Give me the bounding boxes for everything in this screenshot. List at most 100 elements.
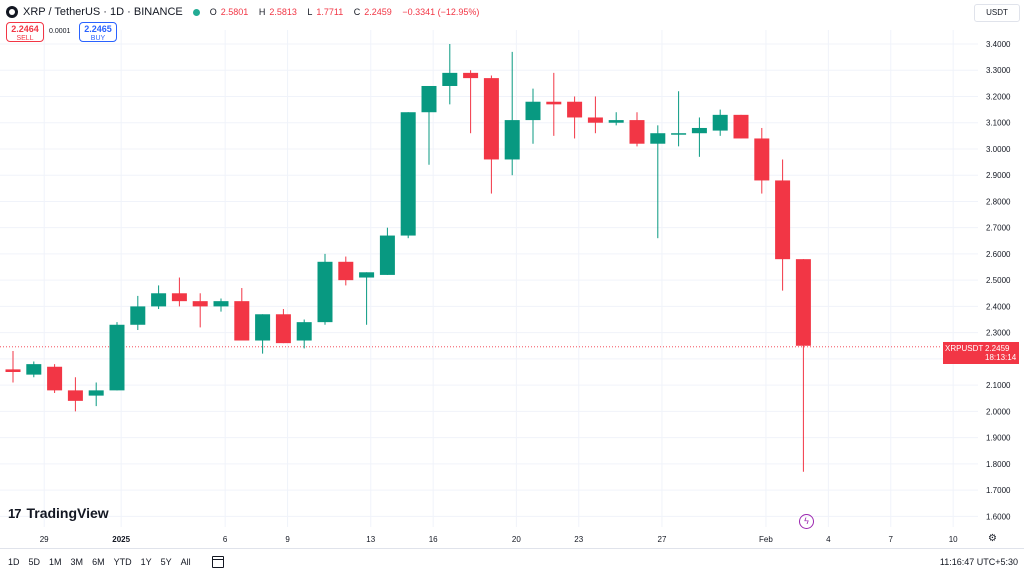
candle-body [47,366,63,391]
candle[interactable] [379,227,395,275]
candle[interactable] [151,285,167,310]
buy-price: 2.2465 [84,24,112,34]
candle[interactable] [130,295,146,331]
buy-button[interactable]: 2.2465 BUY [79,22,117,42]
range-5y[interactable]: 5Y [160,556,172,567]
candle[interactable] [442,44,458,105]
candle[interactable] [483,75,499,194]
candle[interactable] [421,85,437,165]
candle-body [379,235,395,275]
candle[interactable] [546,72,562,136]
candle-body [400,112,416,236]
lightning-icon[interactable]: ϟ [799,514,814,529]
y-tick-label: 2.9000 [986,171,1011,180]
range-1d[interactable]: 1D [8,556,20,567]
candle[interactable] [171,277,187,307]
range-1m[interactable]: 1M [49,556,62,567]
candlestick-chart[interactable]: 1.60001.70001.80001.90002.00002.10002.20… [0,0,1024,548]
candle[interactable] [608,112,624,126]
candle[interactable] [587,96,603,134]
candle-body [421,85,437,113]
candle[interactable] [109,322,125,391]
candle[interactable] [629,112,645,147]
candle-body [567,101,583,118]
candle-body [525,101,541,121]
symbol-title[interactable]: XRP / TetherUS · 1D · BINANCE [23,6,183,18]
y-tick-label: 3.3000 [986,66,1011,75]
candle[interactable] [26,361,42,378]
candle[interactable] [192,293,208,328]
candle[interactable] [691,117,707,157]
range-1y[interactable]: 1Y [140,556,152,567]
candle[interactable] [400,112,416,239]
candle-body [504,120,520,160]
sell-button[interactable]: 2.2464 SELL [6,22,44,42]
calendar-icon[interactable] [211,555,224,568]
candle[interactable] [296,319,312,349]
candle[interactable] [88,382,104,407]
xrp-logo-icon [6,6,18,18]
price-axis: 1.60001.70001.80001.90002.00002.10002.20… [986,40,1011,521]
market-status-icon [192,8,200,16]
candle[interactable] [338,256,354,286]
clock-readout[interactable]: 11:16:47 UTC+5:30 [939,557,1018,567]
candle[interactable] [795,259,811,472]
high-value: 2.5813 [269,7,297,17]
candle[interactable] [463,70,479,134]
range-3m[interactable]: 3M [70,556,84,567]
y-tick-label: 2.1000 [986,381,1011,390]
range-6m[interactable]: 6M [92,556,105,567]
y-tick-label: 2.0000 [986,407,1011,416]
y-tick-label: 1.7000 [986,486,1011,495]
candle[interactable] [567,96,583,139]
candle[interactable] [67,377,83,412]
range-all[interactable]: All [180,556,191,567]
candle[interactable] [255,314,271,354]
candle[interactable] [775,159,791,291]
close-value: 2.2459 [364,7,392,17]
gear-icon[interactable]: ⚙ [988,533,997,544]
candle[interactable] [671,91,687,147]
candle[interactable] [213,298,229,312]
range-5d[interactable]: 5D [28,556,41,567]
chart-grid [0,30,978,527]
last-price-tag: XRPUSDT 2.2459 18:13:14 [943,342,1019,364]
candle[interactable] [650,125,666,239]
candle[interactable] [275,309,291,344]
x-tick-label: 29 [40,535,49,544]
candle[interactable] [712,109,728,136]
sell-price: 2.2464 [11,24,39,34]
range-ytd[interactable]: YTD [113,556,132,567]
candle-body [546,101,562,105]
spread-value: 0.0001 [49,28,71,35]
candle[interactable] [525,88,541,144]
chart-candles [5,44,811,472]
candle-body [296,322,312,341]
tradingview-logo[interactable]: 17 TradingView [8,505,109,521]
candle[interactable] [47,364,63,393]
candle-body [650,133,666,144]
candle-body [151,293,167,307]
candle-body [317,261,333,323]
x-tick-label: 23 [574,535,583,544]
candle[interactable] [754,127,770,194]
y-tick-label: 3.2000 [986,92,1011,101]
low-value: 1.7711 [316,7,344,17]
candle-body [483,78,499,160]
candle[interactable] [733,114,749,139]
y-tick-label: 1.8000 [986,460,1011,469]
candle[interactable] [234,288,250,341]
candle-body [338,261,354,281]
y-tick-label: 2.8000 [986,197,1011,206]
price-tag-countdown: 18:13:14 [985,353,1017,362]
candle[interactable] [504,51,520,176]
sell-label: SELL [16,35,34,42]
candle-body [691,127,707,134]
candle-body [5,369,21,372]
candle[interactable] [359,272,375,325]
x-tick-label: Feb [759,535,773,544]
candle[interactable] [317,253,333,325]
x-tick-label: 9 [285,535,290,544]
candle[interactable] [5,351,21,383]
currency-button[interactable]: USDT [974,4,1020,22]
